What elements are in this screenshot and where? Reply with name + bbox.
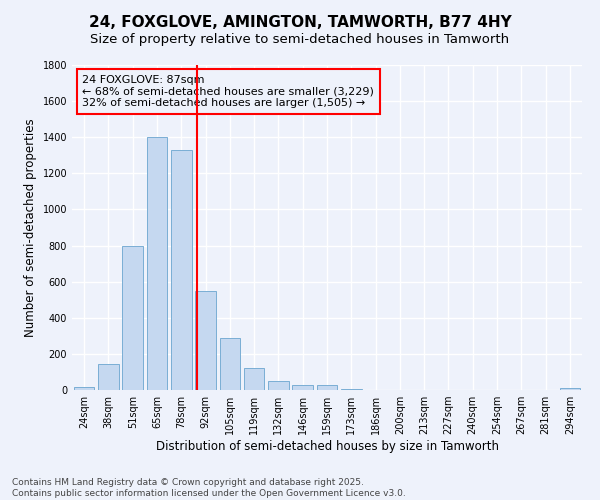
Bar (560, 388, 580, 390)
Bar (292, 386, 313, 390)
Bar (220, 338, 240, 390)
Text: Size of property relative to semi-detached houses in Tamworth: Size of property relative to semi-detach… (91, 32, 509, 46)
Bar (74, 388, 94, 390)
Bar (268, 381, 289, 390)
Bar (244, 368, 265, 390)
Bar (122, 246, 143, 390)
Bar (98, 364, 119, 390)
Text: 24, FOXGLOVE, AMINGTON, TAMWORTH, B77 4HY: 24, FOXGLOVE, AMINGTON, TAMWORTH, B77 4H… (89, 15, 511, 30)
Text: 24 FOXGLOVE: 87sqm
← 68% of semi-detached houses are smaller (3,229)
32% of semi: 24 FOXGLOVE: 87sqm ← 68% of semi-detache… (82, 74, 374, 108)
Text: Contains HM Land Registry data © Crown copyright and database right 2025.
Contai: Contains HM Land Registry data © Crown c… (12, 478, 406, 498)
Bar (171, 150, 191, 390)
Bar (317, 386, 337, 390)
Bar (195, 290, 216, 390)
Y-axis label: Number of semi-detached properties: Number of semi-detached properties (24, 118, 37, 337)
Bar (341, 389, 362, 390)
X-axis label: Distribution of semi-detached houses by size in Tamworth: Distribution of semi-detached houses by … (155, 440, 499, 453)
Bar (146, 137, 167, 390)
